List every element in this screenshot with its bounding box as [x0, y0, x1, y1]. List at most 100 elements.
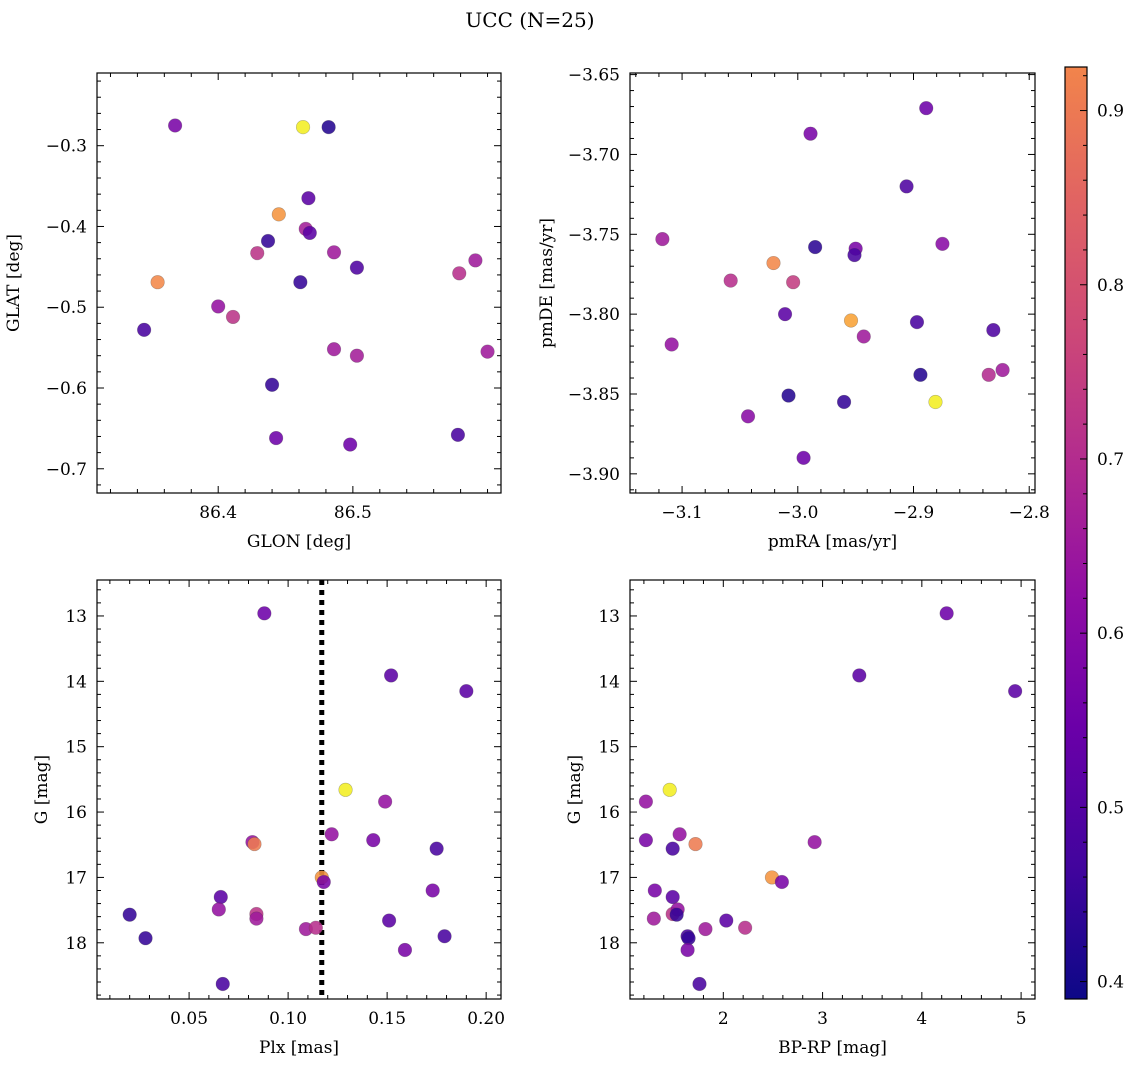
panel-plx-g: 0.05 0.10 0.15 0.20 13 14 15 16 17 18 Plx [mas] G [… [32, 579, 505, 1058]
data-point [215, 976, 230, 992]
data-point [665, 889, 680, 905]
x-tick-label: 2 [718, 1009, 729, 1029]
x-tick-label: 0.05 [170, 1009, 208, 1029]
data-point [796, 450, 811, 465]
x-tick-label: 5 [1016, 1009, 1027, 1029]
data-point [247, 836, 262, 852]
panel-bprp-g: 2 3 4 5 13 14 15 16 17 18 BP-RP [mag] G [mag] [565, 579, 1036, 1058]
data-point [723, 273, 738, 288]
y-tick-label: 13 [65, 607, 87, 627]
data-point [1008, 684, 1023, 699]
x-tick-label: 3 [817, 1009, 828, 1029]
data-point [269, 430, 284, 446]
data-point [425, 883, 440, 898]
y-tick-label: 16 [65, 803, 87, 823]
data-point [308, 920, 323, 935]
colorbar-tick-label: 0.5 [1097, 798, 1124, 818]
data-point [383, 668, 399, 683]
data-point [995, 362, 1010, 378]
colorbar: 0.4 0.5 0.6 0.7 0.8 0.9 [1064, 66, 1124, 1000]
plot-frame [96, 579, 502, 1000]
plot-frame [629, 72, 1036, 494]
data-point [647, 883, 662, 898]
data-point [664, 337, 679, 352]
data-point [326, 245, 342, 260]
data-point [981, 367, 996, 382]
data-point [928, 394, 943, 410]
data-point [662, 782, 677, 797]
y-tick-label: 15 [598, 738, 620, 758]
data-point [669, 907, 684, 922]
y-tick-label: −3.70 [568, 145, 620, 165]
data-point [856, 329, 871, 344]
data-point [935, 236, 950, 251]
data-point [378, 794, 393, 809]
data-point [786, 275, 801, 290]
x-tick-label: −3.1 [661, 503, 702, 523]
y-axis-label: G [mag] [32, 755, 52, 824]
y-tick-label: −0.6 [46, 379, 87, 399]
data-point [257, 606, 272, 621]
data-point [638, 794, 653, 809]
data-point [777, 307, 793, 322]
colorbar-tick-label: 0.7 [1097, 450, 1124, 470]
data-point [836, 394, 852, 410]
x-tick-label: 86.5 [334, 503, 372, 523]
y-tick-label: −3.80 [568, 305, 620, 325]
data-point [919, 101, 934, 116]
x-tick-label: −2.8 [1009, 503, 1050, 523]
y-tick-label: −3.75 [568, 225, 620, 245]
x-tick-label: −2.9 [893, 503, 934, 523]
data-point [740, 409, 756, 424]
data-point [638, 833, 653, 848]
data-point [847, 247, 862, 263]
data-point [264, 377, 280, 392]
data-point [913, 367, 928, 382]
x-axis-label: GLON [deg] [247, 532, 351, 552]
x-tick-label: −3.0 [777, 503, 818, 523]
y-axis-label: pmDE [mas/yr] [537, 218, 557, 348]
y-tick-label: 14 [65, 672, 87, 692]
y-tick-label: −3.65 [568, 66, 620, 86]
data-point [211, 299, 226, 314]
y-tick-label: 17 [65, 868, 87, 888]
y-tick-label: 15 [65, 738, 87, 758]
data-point [986, 323, 1001, 338]
data-point [459, 684, 474, 699]
y-tick-label: −0.7 [46, 460, 87, 480]
x-tick-label: 86.4 [199, 503, 237, 523]
data-point [698, 921, 713, 937]
data-point [480, 344, 495, 359]
data-point [349, 348, 365, 363]
y-tick-label: 17 [598, 868, 620, 888]
y-axis-label: GLAT [deg] [4, 234, 24, 332]
data-point [452, 266, 467, 281]
x-tick-label: 0.20 [467, 1009, 505, 1029]
figure-title: UCC (N=25) [465, 8, 594, 32]
data-point [807, 835, 822, 850]
y-tick-label: 16 [598, 803, 620, 823]
data-point [852, 668, 867, 683]
data-point [293, 275, 308, 290]
data-point [349, 260, 365, 275]
data-point [324, 827, 339, 842]
data-point [316, 874, 331, 890]
x-tick-label: 4 [916, 1009, 927, 1029]
x-axis-label: BP-RP [mag] [778, 1038, 887, 1058]
data-point [397, 942, 413, 958]
data-point [260, 233, 276, 249]
colorbar-tick-label: 0.4 [1097, 973, 1124, 993]
x-tick-label: 0.15 [368, 1009, 406, 1029]
data-point [766, 255, 781, 271]
x-tick-label: 0.10 [269, 1009, 307, 1029]
data-point [382, 913, 397, 928]
colorbar-tick-label: 0.9 [1097, 102, 1124, 122]
data-point [808, 239, 823, 255]
y-tick-label: 14 [598, 672, 620, 692]
data-point [250, 246, 265, 261]
data-point [343, 437, 358, 452]
data-point [302, 225, 317, 241]
data-point [665, 841, 680, 856]
colorbar-gradient [1064, 66, 1088, 1000]
data-point [338, 782, 353, 797]
